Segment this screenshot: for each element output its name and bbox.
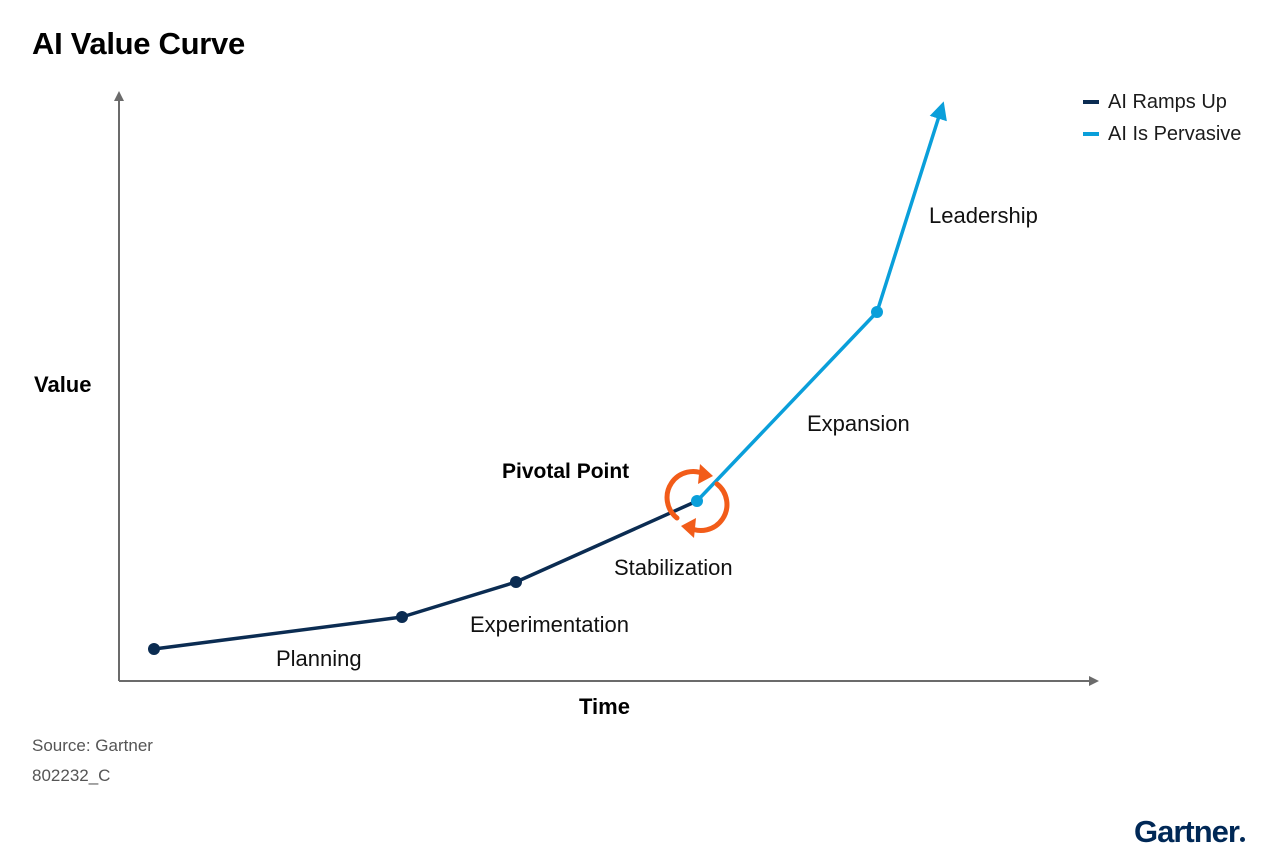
logo-dot xyxy=(1239,837,1245,842)
legend-item-ramps-up: AI Ramps Up xyxy=(1083,86,1241,118)
stage-point-planning xyxy=(148,643,160,655)
pivot-label: Pivotal Point xyxy=(502,460,630,483)
stage-label-planning: Planning xyxy=(276,646,362,671)
legend-label: AI Is Pervasive xyxy=(1108,122,1242,145)
ramps-up-line xyxy=(153,499,698,651)
source-note: Source: Gartner xyxy=(32,736,153,755)
stage-label-stabilization: Stabilization xyxy=(614,555,733,580)
stage-point-expansion xyxy=(871,306,883,318)
legend-item-pervasive: AI Is Pervasive xyxy=(1083,118,1241,150)
gartner-logo: Gartner xyxy=(1134,814,1245,850)
y-axis-label: Value xyxy=(34,372,92,397)
chart-title: AI Value Curve xyxy=(32,26,245,61)
refresh-cycle-icon xyxy=(664,464,730,538)
pervasive-line xyxy=(695,101,947,503)
stage-label-experimentation: Experimentation xyxy=(470,612,629,637)
stage-point-stabilization xyxy=(510,576,522,588)
stage-point-experimentation xyxy=(396,611,408,623)
legend-label: AI Ramps Up xyxy=(1108,90,1227,113)
logo-text: Gartner xyxy=(1134,814,1240,849)
x-axis-label: Time xyxy=(579,694,630,719)
document-id: 802232_C xyxy=(32,766,111,785)
legend-swatch-ramps-up xyxy=(1083,100,1099,104)
legend: AI Ramps Up AI Is Pervasive xyxy=(1083,86,1241,150)
legend-swatch-pervasive xyxy=(1083,132,1099,136)
stage-label-expansion: Expansion xyxy=(807,411,910,436)
stage-label-leadership: Leadership xyxy=(929,203,1038,228)
pivot-point xyxy=(691,495,703,507)
